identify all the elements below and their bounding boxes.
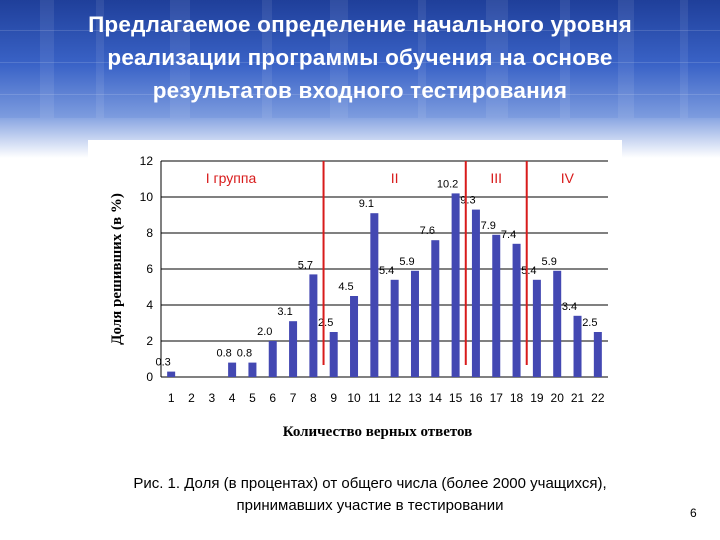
bar-6 <box>268 341 277 377</box>
value-label-1: 0.3 <box>156 357 171 369</box>
title-banner <box>0 0 720 118</box>
bar-22 <box>593 332 602 377</box>
y-tick-label-6: 6 <box>146 262 153 276</box>
value-label-17: 7.9 <box>481 220 496 232</box>
x-tick-label-5: 5 <box>249 391 256 405</box>
bar-9 <box>329 332 338 377</box>
x-tick-label-8: 8 <box>310 391 317 405</box>
bar-5 <box>248 362 257 377</box>
y-tick-label-4: 4 <box>146 298 153 312</box>
bar-10 <box>350 296 359 377</box>
group-label-3: III <box>490 170 502 186</box>
value-label-13: 5.9 <box>399 256 414 268</box>
bar-11 <box>370 213 379 377</box>
y-tick-label-8: 8 <box>146 226 153 240</box>
x-tick-label-18: 18 <box>510 391 524 405</box>
x-tick-label-12: 12 <box>388 391 402 405</box>
value-label-7: 3.1 <box>277 306 292 318</box>
title-line-2: реализации программы обучения на основе <box>107 45 613 70</box>
value-label-15: 10.2 <box>437 178 458 190</box>
value-label-14: 7.6 <box>420 225 435 237</box>
value-label-16: 9.3 <box>460 195 475 207</box>
bar-8 <box>309 274 318 377</box>
y-axis-title: Доля решивших (в %) <box>109 193 125 345</box>
y-tick-label-0: 0 <box>146 370 153 384</box>
x-tick-label-19: 19 <box>530 391 544 405</box>
x-tick-label-6: 6 <box>269 391 276 405</box>
value-label-10: 4.5 <box>338 281 353 293</box>
value-label-18: 7.4 <box>501 229 516 241</box>
value-label-9: 2.5 <box>318 317 333 329</box>
value-label-19: 5.4 <box>521 265 536 277</box>
bar-12 <box>390 279 399 377</box>
bar-14 <box>431 240 440 377</box>
bar-19 <box>532 279 541 377</box>
x-tick-label-13: 13 <box>408 391 422 405</box>
caption-line-1: Рис. 1. Доля (в процентах) от общего чис… <box>133 475 607 492</box>
title-line-3: результатов входного тестирования <box>152 78 568 103</box>
x-axis-title: Количество верных ответов <box>283 424 473 440</box>
value-label-11: 9.1 <box>359 198 374 210</box>
caption-line-2: принимавших участие в тестировании <box>236 497 504 514</box>
title-line-1: Предлагаемое определение начального уров… <box>88 12 632 37</box>
value-label-21: 3.4 <box>562 301 577 313</box>
x-tick-label-16: 16 <box>469 391 483 405</box>
x-tick-label-7: 7 <box>290 391 297 405</box>
bar-1 <box>167 371 176 377</box>
x-tick-label-1: 1 <box>168 391 175 405</box>
chart-area: 0 2 4 6 8 10 12 0.3 1 2 3 0.8 4 0.8 5 2.0 6 3.1 7 5.7 8 2.5 9 4… <box>88 140 622 454</box>
value-label-22: 2.5 <box>582 317 597 329</box>
value-label-8: 5.7 <box>298 259 313 271</box>
y-tick-label-12: 12 <box>140 154 154 168</box>
bar-16 <box>471 209 480 377</box>
x-tick-label-10: 10 <box>347 391 361 405</box>
x-tick-label-21: 21 <box>571 391 585 405</box>
y-tick-label-10: 10 <box>140 190 154 204</box>
x-tick-label-9: 9 <box>330 391 337 405</box>
bar-18 <box>512 243 521 377</box>
value-label-6: 2.0 <box>257 326 272 338</box>
figure-caption: Рис. 1. Доля (в процентах) от общего чис… <box>40 473 700 517</box>
x-tick-label-14: 14 <box>429 391 443 405</box>
x-tick-label-4: 4 <box>229 391 236 405</box>
bar-20 <box>553 270 562 377</box>
group-label-2: II <box>391 170 399 186</box>
value-label-4: 0.8 <box>216 348 231 360</box>
group-label-4: IV <box>561 170 575 186</box>
value-label-12: 5.4 <box>379 265 394 277</box>
page-number: 6 <box>690 506 697 520</box>
x-tick-label-20: 20 <box>551 391 565 405</box>
bar-15 <box>451 193 460 377</box>
bar-21 <box>573 315 582 377</box>
slide-title: Предлагаемое определение начального уров… <box>0 8 720 107</box>
x-tick-label-15: 15 <box>449 391 463 405</box>
bar-17 <box>492 234 501 377</box>
bar-13 <box>410 270 419 377</box>
x-tick-label-3: 3 <box>208 391 215 405</box>
y-tick-label-2: 2 <box>146 334 153 348</box>
x-tick-label-17: 17 <box>490 391 504 405</box>
x-tick-label-22: 22 <box>591 391 605 405</box>
bar-7 <box>289 321 298 377</box>
x-tick-label-11: 11 <box>368 391 381 405</box>
x-tick-label-2: 2 <box>188 391 195 405</box>
value-label-5: 0.8 <box>237 348 252 360</box>
value-label-20: 5.9 <box>542 256 557 268</box>
group-label-1: I группа <box>206 170 257 186</box>
bar-4 <box>228 362 237 377</box>
